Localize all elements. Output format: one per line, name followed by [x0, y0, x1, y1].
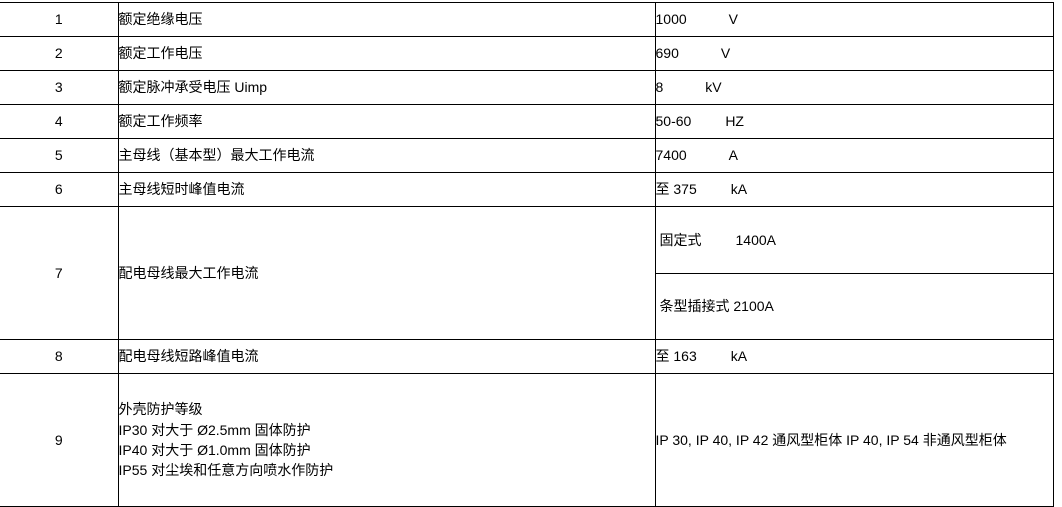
row-description: 额定绝缘电压 [117, 2, 656, 37]
subrow-label: 固定式 [659, 231, 702, 248]
row-value-unit: A [728, 147, 738, 164]
row-value-subrow-fixed: 固定式 1400A [656, 207, 1053, 273]
row-index: 8 [0, 339, 119, 374]
row-index: 9 [0, 373, 119, 507]
table-row: 1 额定绝缘电压 1000 V [0, 2, 1054, 37]
row-value: 690 V [654, 36, 1054, 71]
row-description: 额定脉冲承受电压 Uimp [117, 70, 656, 105]
row-index: 7 [0, 206, 119, 340]
row-description: 额定工作频率 [117, 104, 656, 139]
table-row: 4 额定工作频率 50-60 HZ [0, 104, 1054, 139]
row-value: 1000 V [654, 2, 1054, 37]
row-description: 主母线（基本型）最大工作电流 [117, 138, 656, 173]
row-value: 至 375 kA [654, 172, 1054, 207]
row-index: 6 [0, 172, 119, 207]
row-value-subrow-plugin: 条型插接式 2100A [655, 272, 1053, 340]
row-value-number: 50-60 [655, 113, 692, 130]
row-value-unit: kA [730, 181, 748, 198]
row-value-number: 690 [655, 45, 679, 62]
table-row: 8 配电母线短路峰值电流 至 163 kA [0, 339, 1054, 374]
row-index: 1 [0, 2, 119, 37]
row-value-unit: V [720, 45, 731, 62]
row-value-number: 至 163 [655, 348, 697, 365]
row-value-number: 1000 [655, 11, 687, 28]
table-row: 5 主母线（基本型）最大工作电流 7400 A [0, 138, 1054, 173]
row-value-number: 8 [655, 79, 664, 96]
table-row: 6 主母线短时峰值电流 至 375 kA [0, 172, 1054, 207]
row-description: 外壳防护等级 IP30 对大于 Ø2.5mm 固体防护 IP40 对大于 Ø1.… [117, 373, 656, 507]
row-value-unit: kV [705, 79, 722, 96]
row-value-unit: kA [730, 348, 748, 365]
row-value: 50-60 HZ [654, 104, 1054, 139]
row-value-subrows: 固定式 1400A 条型插接式 2100A [655, 207, 1053, 340]
row-value: 8 kV [654, 70, 1054, 105]
table-row: 2 额定工作电压 690 V [0, 36, 1054, 71]
row-value-number: 7400 [655, 147, 687, 164]
row-description: 配电母线短路峰值电流 [117, 339, 656, 374]
row-value-number: 至 375 [655, 181, 697, 198]
table-row: 3 额定脉冲承受电压 Uimp 8 kV [0, 70, 1054, 105]
table-row: 7 配电母线最大工作电流 固定式 1400A 条型插接式 2100A [0, 206, 1054, 340]
row-value-unit: V [728, 11, 738, 28]
row-value: 7400 A [654, 138, 1054, 173]
row-value-unit: HZ [725, 113, 744, 130]
subrow-number: 1400A [735, 231, 776, 248]
row-index: 5 [0, 138, 119, 173]
row-description: 配电母线最大工作电流 [117, 206, 656, 340]
row-value: IP 30, IP 40, IP 42 通风型柜体 IP 40, IP 54 非… [654, 373, 1054, 507]
row-description: 额定工作电压 [117, 36, 656, 71]
row-description: 主母线短时峰值电流 [117, 172, 656, 207]
row-value-split: 固定式 1400A 条型插接式 2100A [654, 206, 1054, 340]
row-index: 3 [0, 70, 119, 105]
row-index: 4 [0, 104, 119, 139]
row-index: 2 [0, 36, 119, 71]
table-row: 9 外壳防护等级 IP30 对大于 Ø2.5mm 固体防护 IP40 对大于 Ø… [0, 373, 1054, 507]
row-value: 至 163 kA [654, 339, 1054, 374]
